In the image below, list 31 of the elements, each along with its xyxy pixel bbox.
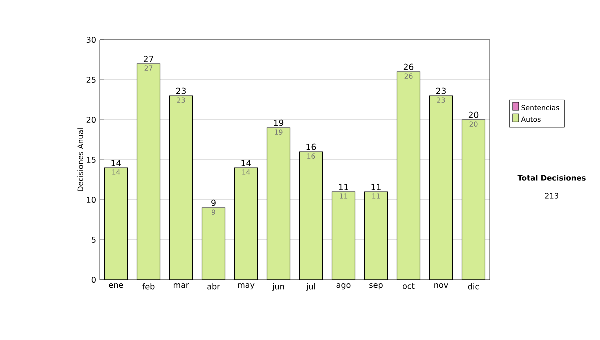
total-label: 23 [176,88,186,94]
total-label: 9 [212,200,216,206]
total-label: 26 [404,64,414,70]
x-tick-label: ene [109,284,124,288]
y-tick-label: 25 [86,76,96,84]
total-label: 20 [468,112,479,118]
x-tick-label: oct [402,284,415,290]
y-tick-label: 20 [86,116,96,124]
y-tick-label: 0 [92,276,96,284]
total-label: 16 [306,144,316,150]
x-tick-label: ago [336,284,351,290]
x-tick-label: nov [434,284,448,288]
total-label: 11 [339,184,348,190]
total-label: 14 [242,160,252,166]
total-label: 14 [112,160,122,166]
x-tick-label: may [238,284,255,290]
x-tick-label: feb [142,284,155,290]
x-tick-label: jul [306,284,316,292]
y-tick-label: 15 [87,157,96,163]
total-label: 27 [144,56,154,62]
x-tick-label: sep [370,284,383,290]
y-tick-label: 10 [87,196,96,204]
x-tick-label: jun [272,284,284,292]
total-label: 11 [372,184,381,190]
y-tick-label: 30 [86,36,96,44]
y-tick-label: 5 [92,237,96,243]
x-tick-label: dic [468,284,480,290]
x-tick-label: mar [174,284,190,288]
total-label: 23 [436,88,446,94]
total-label: 19 [274,120,284,126]
x-tick-label: abr [208,284,220,290]
